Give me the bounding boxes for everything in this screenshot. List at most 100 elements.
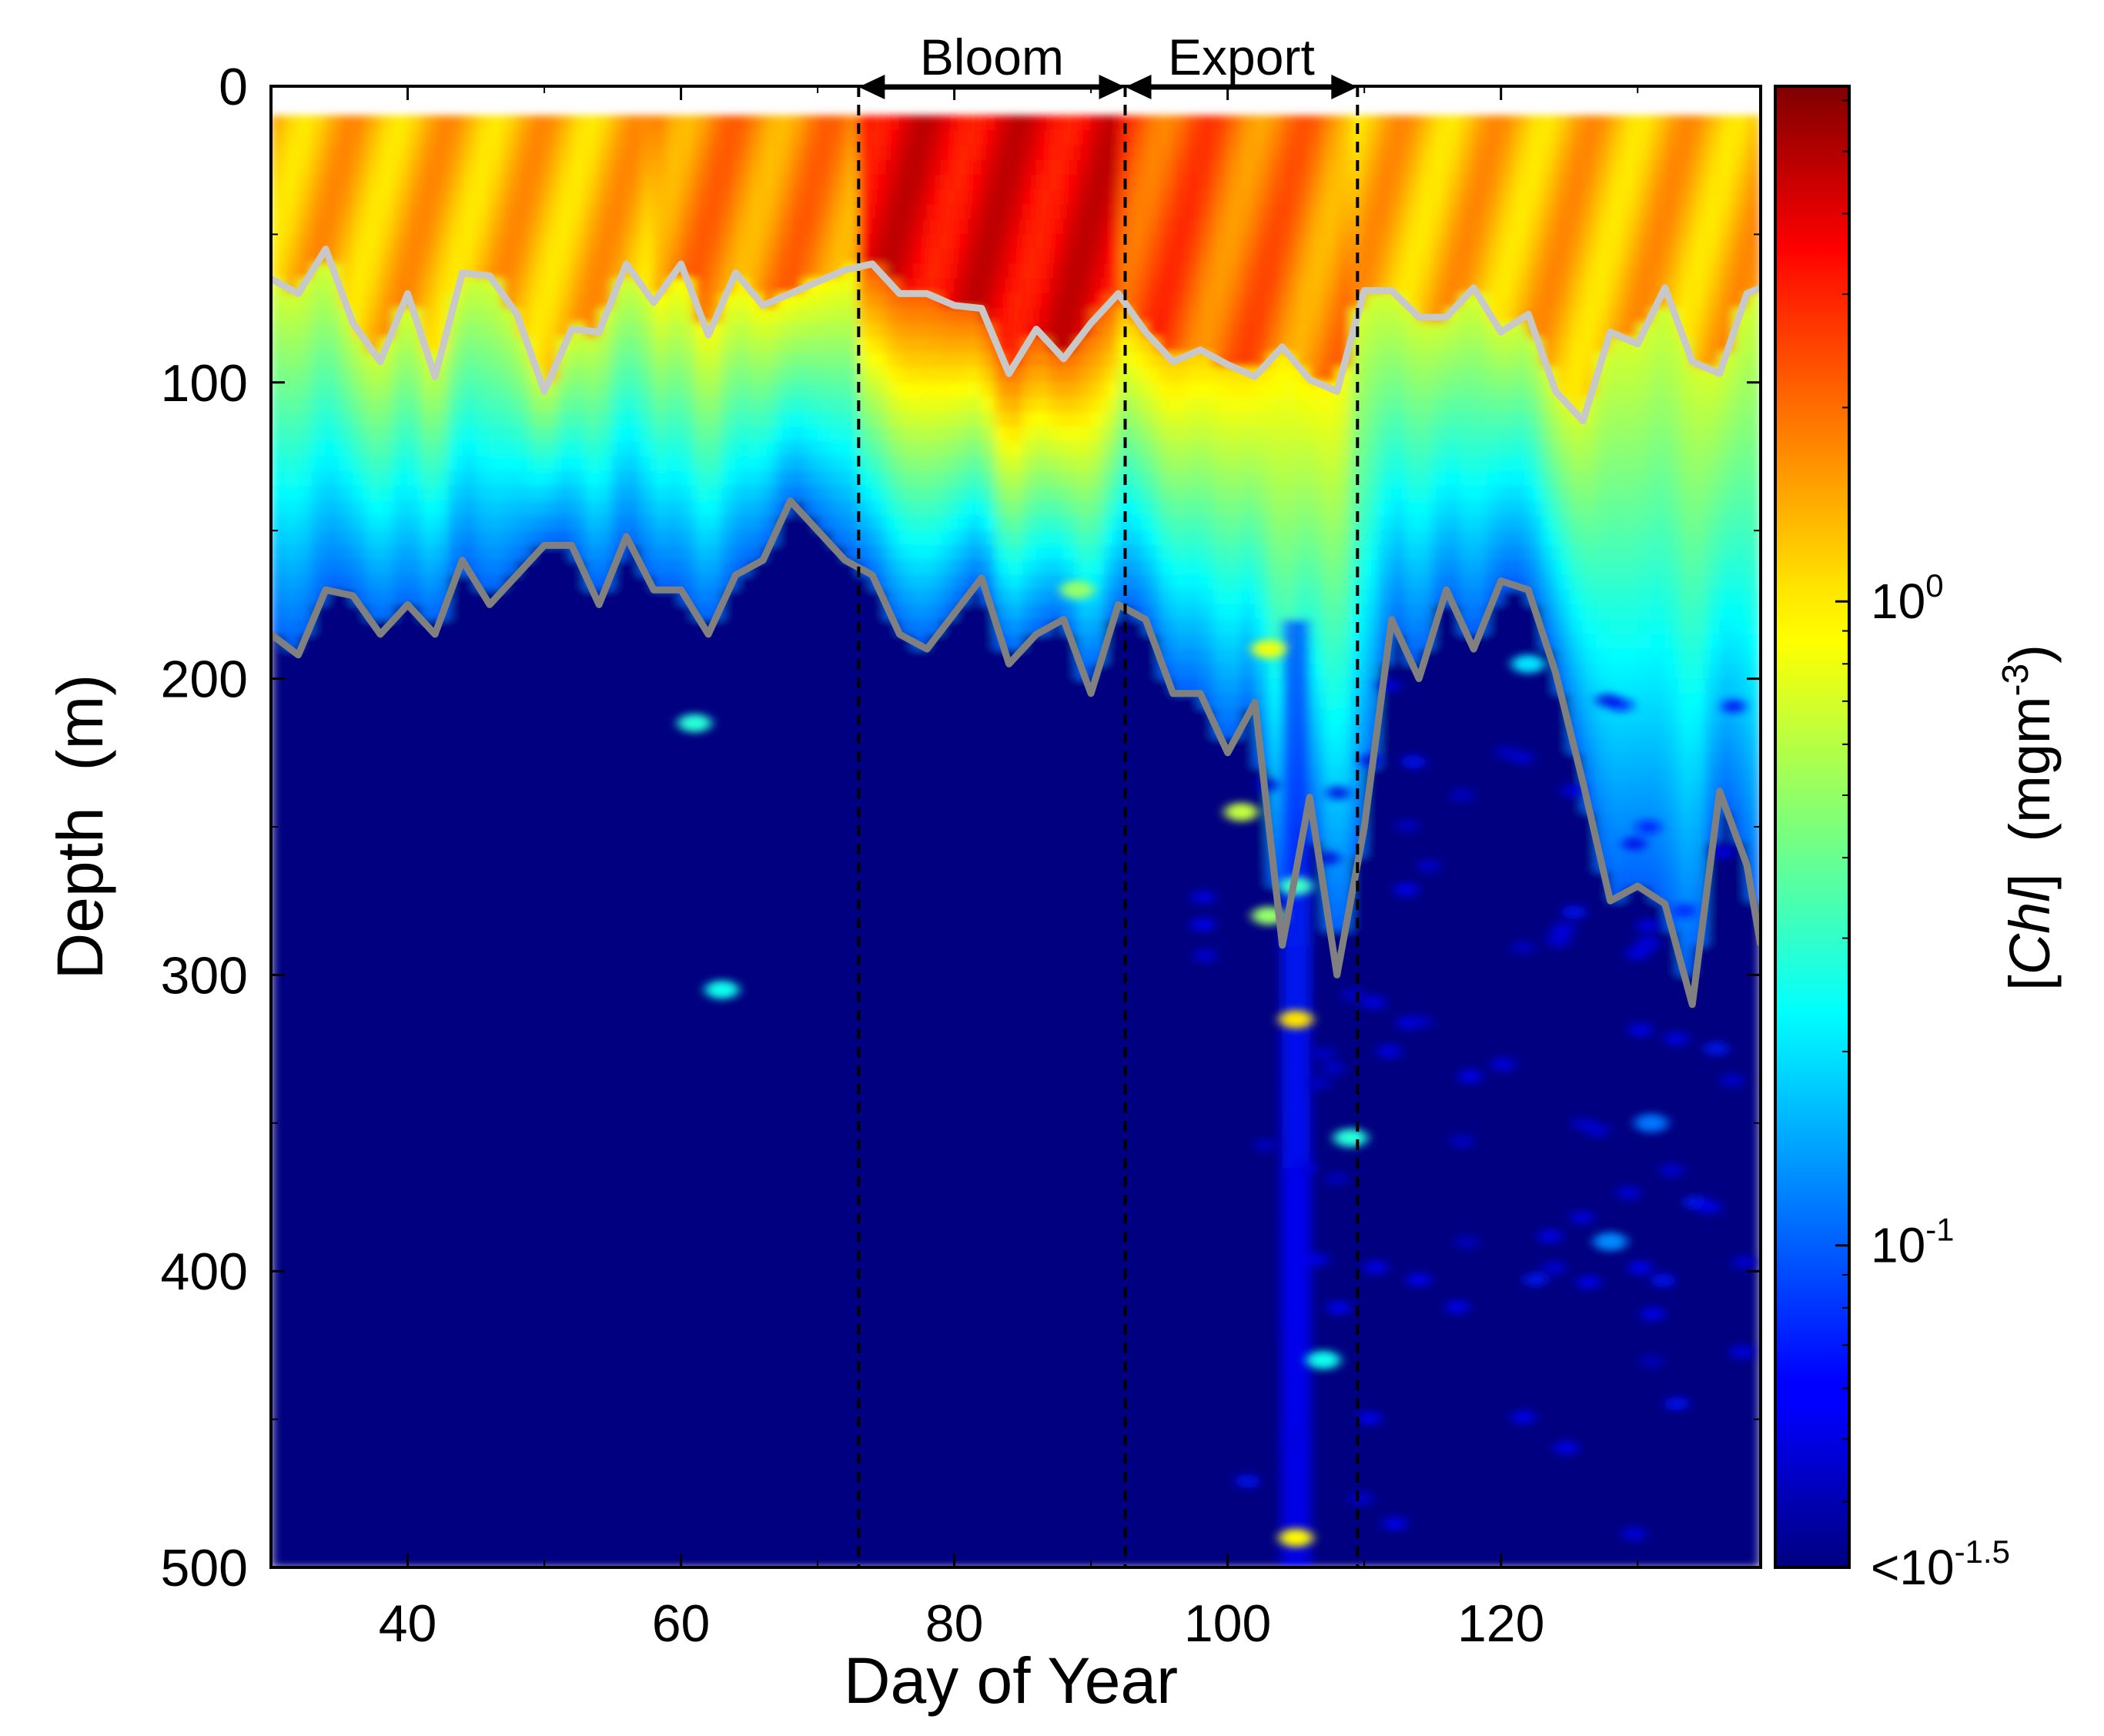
chl-patch bbox=[1511, 654, 1546, 674]
chl-patch bbox=[1635, 918, 1661, 933]
chl-patch bbox=[1357, 1411, 1383, 1426]
y-axis-title: Depth (m) bbox=[44, 674, 116, 980]
chl-patch bbox=[1306, 1350, 1340, 1370]
chl-patch bbox=[1490, 1057, 1516, 1072]
chl-patch bbox=[1560, 784, 1586, 798]
chl-patch bbox=[1621, 1527, 1647, 1541]
lower-depth-line bbox=[271, 497, 1761, 1008]
chl-patch bbox=[1279, 1010, 1313, 1029]
chl-patch bbox=[1625, 946, 1651, 961]
chl-patch bbox=[1697, 1199, 1722, 1214]
chl-patch bbox=[1732, 1255, 1758, 1269]
chl-patch bbox=[1635, 936, 1661, 951]
y-tick-label: 0 bbox=[219, 58, 248, 116]
chl-patch bbox=[1510, 940, 1536, 955]
chl-patch bbox=[1621, 837, 1647, 851]
chl-patch bbox=[1292, 1160, 1317, 1175]
chl-patch bbox=[1511, 1410, 1537, 1425]
chl-patch bbox=[1361, 995, 1386, 1010]
chl-patch bbox=[1324, 1171, 1350, 1186]
chl-patch bbox=[1593, 1232, 1627, 1251]
chl-patch bbox=[1445, 1299, 1470, 1314]
chl-patch bbox=[1636, 820, 1661, 835]
chl-patch bbox=[1537, 1229, 1563, 1243]
chl-patch bbox=[1320, 1061, 1346, 1075]
phase-label: Export bbox=[1168, 28, 1315, 85]
chlorophyll-patches bbox=[677, 580, 1758, 1547]
y-tick-label: 300 bbox=[161, 946, 248, 1005]
x-tick-label: 100 bbox=[1184, 1594, 1271, 1653]
chl-patch bbox=[1664, 1396, 1689, 1411]
chl-patch bbox=[1664, 1032, 1689, 1046]
chl-patch bbox=[1585, 1123, 1611, 1138]
chl-patch bbox=[1326, 785, 1351, 800]
colorbar-tick-label: 10-1 bbox=[1871, 1212, 1955, 1273]
chl-patch bbox=[1627, 1022, 1653, 1037]
chl-patch bbox=[1554, 1440, 1579, 1455]
chl-patch bbox=[1326, 1300, 1352, 1315]
upper-depth-line bbox=[271, 246, 1761, 425]
chl-patch bbox=[1192, 948, 1218, 963]
chl-patch bbox=[1393, 882, 1419, 897]
chl-patch bbox=[1253, 1138, 1278, 1152]
y-tick-label: 200 bbox=[161, 651, 248, 709]
chl-patch bbox=[1454, 1235, 1480, 1249]
chl-patch bbox=[1709, 845, 1734, 859]
phase-label: Bloom bbox=[920, 28, 1064, 85]
chl-patch bbox=[1416, 858, 1441, 873]
chl-patch bbox=[1224, 802, 1259, 821]
colorbar-tick-label: <10-1.5 bbox=[1871, 1534, 2010, 1595]
chl-patch bbox=[1401, 754, 1427, 769]
chl-patch bbox=[1616, 1186, 1641, 1200]
chl-patch bbox=[1349, 1491, 1374, 1506]
chl-patch bbox=[1191, 890, 1216, 905]
x-tick-label: 80 bbox=[925, 1594, 984, 1653]
y-tick-label: 500 bbox=[161, 1539, 248, 1597]
chl-patch bbox=[1494, 744, 1519, 759]
x-tick-label: 40 bbox=[379, 1594, 437, 1653]
chl-patch bbox=[1634, 1113, 1668, 1132]
x-axis-title: Day of Year bbox=[844, 1644, 1178, 1717]
chl-patch bbox=[1457, 1069, 1483, 1084]
chl-patch bbox=[1720, 1073, 1745, 1088]
chl-patch bbox=[1576, 1275, 1601, 1289]
chl-patch bbox=[704, 980, 739, 999]
chl-patch bbox=[1651, 1273, 1676, 1287]
colorbar-tick-label: 100 bbox=[1871, 567, 1944, 629]
chl-patch bbox=[1570, 1210, 1595, 1225]
chl-patch bbox=[1561, 905, 1587, 919]
colorbar: 100 10-1 <10-1.5 bbox=[1774, 85, 2010, 1595]
chl-patch bbox=[1640, 1306, 1665, 1321]
chl-patch bbox=[1382, 1516, 1407, 1530]
chl-patch bbox=[1550, 922, 1576, 937]
axis-titles: Day of Year Depth (m) [Chl] (mgm-3) bbox=[44, 644, 2062, 1717]
chl-patch bbox=[1595, 693, 1621, 707]
chl-patch bbox=[1639, 1353, 1664, 1368]
chl-patch bbox=[1450, 1134, 1475, 1149]
chl-patch bbox=[1376, 1044, 1402, 1059]
chl-patch bbox=[1721, 699, 1747, 714]
chl-patch bbox=[1251, 640, 1286, 659]
chl-patch bbox=[1191, 918, 1216, 932]
chl-patch bbox=[1523, 1273, 1548, 1287]
chl-patch bbox=[1408, 1014, 1433, 1029]
colorbar-gradient bbox=[1774, 85, 1851, 1569]
chl-patch bbox=[1394, 819, 1420, 834]
chl-patch bbox=[1307, 1076, 1333, 1091]
chl-patch bbox=[1282, 1430, 1307, 1445]
chl-patch bbox=[1235, 1474, 1260, 1489]
chl-patch bbox=[677, 714, 712, 733]
chl-patch bbox=[1363, 1260, 1388, 1275]
chl-patch bbox=[1729, 1345, 1754, 1360]
chl-patch bbox=[1659, 1163, 1684, 1178]
axes: 40 60 80 100 120 0 100 200 300 400 500 bbox=[161, 58, 1762, 1653]
chl-patch bbox=[1406, 1273, 1431, 1287]
chl-patch bbox=[1279, 1528, 1313, 1547]
chl-patch bbox=[1304, 1253, 1330, 1267]
chl-patch bbox=[1541, 1260, 1567, 1275]
chl-patch bbox=[1546, 933, 1571, 948]
x-tick-label: 60 bbox=[652, 1594, 711, 1653]
chl-patch bbox=[1060, 580, 1095, 600]
